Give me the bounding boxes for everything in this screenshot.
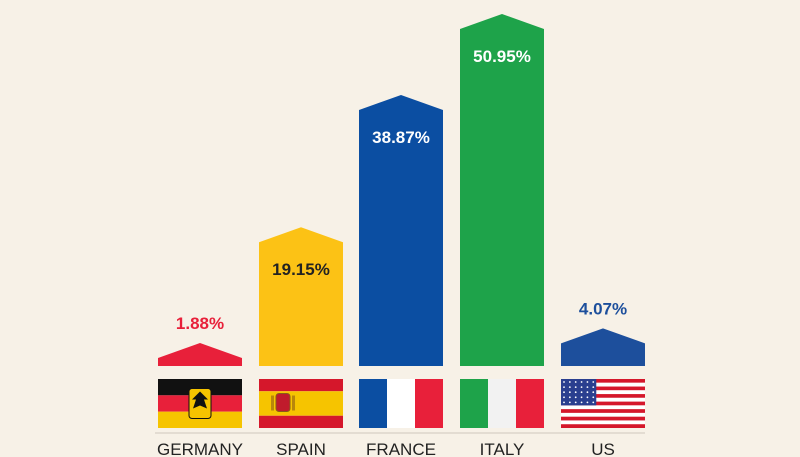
eagle-icon [192, 391, 208, 409]
category-label-germany: GERMANY [157, 440, 243, 457]
category-label-italy: ITALY [480, 440, 525, 457]
coat-of-arms-icon [275, 393, 291, 412]
spain-flag [259, 379, 343, 428]
bar-spain [259, 227, 343, 366]
us-flag [561, 379, 645, 428]
value-label-spain: 19.15% [272, 260, 330, 279]
bar-germany [158, 343, 242, 366]
category-label-us: US [591, 440, 615, 457]
value-label-italy: 50.95% [473, 47, 531, 66]
bar-france [359, 94, 443, 367]
category-label-france: FRANCE [366, 440, 436, 457]
germany-flag [158, 379, 242, 428]
category-label-spain: SPAIN [276, 440, 326, 457]
france-flag [359, 379, 443, 428]
bar-us [561, 328, 645, 366]
flags-group [158, 379, 645, 428]
bar-italy [460, 14, 544, 366]
value-label-germany: 1.88% [176, 314, 224, 333]
labels-group: 1.88% GERMANY 19.15% SPAIN 38.87% FRANCE 50.95… [157, 47, 627, 457]
value-label-us: 4.07% [579, 299, 627, 318]
value-label-france: 38.87% [372, 128, 430, 147]
bars-group [158, 14, 645, 367]
us-canton [561, 379, 597, 406]
italy-flag [460, 379, 544, 428]
